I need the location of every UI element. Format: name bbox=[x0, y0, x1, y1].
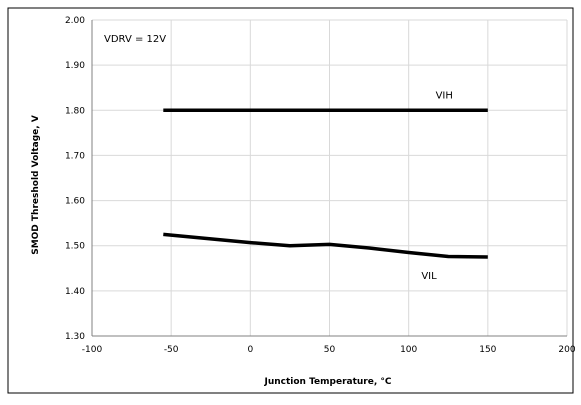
x-tick-label: 50 bbox=[324, 345, 336, 355]
axes bbox=[91, 20, 567, 337]
y-tick-label: 1.50 bbox=[65, 242, 85, 252]
y-tick-label: 1.70 bbox=[65, 151, 85, 161]
x-tick-label: 200 bbox=[558, 345, 575, 355]
y-axis-title: SMOD Threshold Voltage, V bbox=[31, 115, 41, 255]
y-tick-label: 1.60 bbox=[65, 197, 85, 207]
x-tick-label: 0 bbox=[247, 345, 253, 355]
condition-annotation: VDRV = 12V bbox=[104, 34, 166, 45]
y-tick-label: 1.90 bbox=[65, 61, 85, 71]
y-tick-label: 1.80 bbox=[65, 106, 85, 116]
series-label-vih: VIH bbox=[436, 90, 453, 101]
series-labels: VIH VIL bbox=[421, 90, 453, 282]
y-tick-label: 1.30 bbox=[65, 332, 85, 342]
tick-labels: -100 -50 0 50 100 150 200 1.30 1.40 1.50 1.60 1.70 1… bbox=[65, 16, 576, 355]
series-lines bbox=[163, 108, 488, 259]
x-tick-label: 150 bbox=[479, 345, 496, 355]
y-tick-label: 2.00 bbox=[65, 16, 85, 26]
x-axis-title: Junction Temperature, °C bbox=[263, 377, 391, 387]
y-tick-label: 1.40 bbox=[65, 287, 85, 297]
x-tick-label: -50 bbox=[164, 345, 179, 355]
series-label-vil: VIL bbox=[421, 271, 437, 282]
x-tick-label: 100 bbox=[400, 345, 417, 355]
series-line-vil bbox=[163, 232, 488, 259]
x-tick-label: -100 bbox=[82, 345, 103, 355]
